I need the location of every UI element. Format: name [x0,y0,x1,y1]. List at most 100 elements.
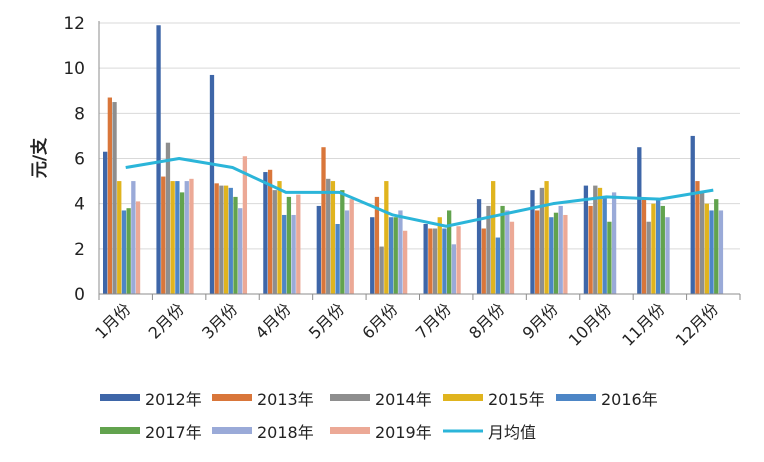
bar-2014年-10月份 [593,185,598,294]
bar-2019年-8月份 [509,221,515,294]
watermark: 知乎 @勤劳的小蜜蜂 [572,422,712,440]
x-tick-label: 7月份 [412,299,455,342]
bar-2018年-7月份 [451,244,456,294]
x-tick-label: 12月份 [672,299,722,349]
legend-swatch [212,394,252,401]
legend: 2012年 2013年 2014年 2015年 2016年 2017年 2018年 2019年… [100,390,658,442]
bar-2016年-6月份 [388,217,394,294]
y-tick-label: 8 [74,104,85,124]
x-tick-label: 1月份 [91,299,134,342]
bar-2013年-1月份 [107,97,112,295]
bar-2016年-1月份 [121,210,127,294]
bar-2018年-5月份 [344,210,350,294]
bar-2014年-11月份 [646,221,651,294]
legend-swatch [443,394,483,401]
bar-2015年-11月份 [651,203,656,294]
legend-swatch [212,427,252,434]
x-tick-label: 6月份 [358,299,401,342]
y-tick-label: 4 [74,195,85,215]
bar-2013年-5月份 [321,147,326,294]
x-tick-label: 10月份 [565,299,615,349]
average-line-path [125,157,714,228]
legend-label: 2018年 [257,423,314,442]
bar-2013年-11月份 [641,199,647,294]
bar-2018年-8月份 [505,210,510,294]
bar-2017年-7月份 [447,210,452,294]
y-tick-label: 12 [63,14,85,34]
bar-2015年-10月份 [597,187,603,294]
legend-label: 2017年 [145,423,202,442]
bar-2015年-2月份 [170,181,175,294]
bar-2016年-3月份 [228,187,233,294]
bar-2012年-9月份 [530,190,535,294]
x-tick-label: 11月份 [618,299,668,349]
bar-2017年-6月份 [393,217,398,294]
bar-2012年-8月份 [476,199,482,294]
bar-2019年-6月份 [402,230,408,294]
bar-2017年-1月份 [126,208,131,294]
x-tick-label: 5月份 [305,299,348,342]
bar-2016年-12月份 [709,210,714,294]
bar-2013年-2月份 [161,176,166,294]
bar-2012年-10月份 [583,185,589,294]
x-tick-label: 9月份 [519,299,562,342]
y-tick-label: 6 [74,150,85,170]
bar-2017年-5月份 [340,190,345,294]
bar-2017年-12月份 [714,199,719,294]
y-axis-title: 元/支 [29,137,50,178]
bar-2018年-6月份 [398,210,403,294]
bar-2015年-4月份 [277,181,282,294]
bar-2017年-10月份 [607,221,612,294]
bar-2016年-2月份 [175,181,180,294]
legend-swatch [330,427,370,434]
bar-2016年-11月份 [655,199,661,294]
bar-2013年-10月份 [588,205,593,294]
bar-2012年-12月份 [690,135,695,294]
bar-2014年-2月份 [165,142,171,294]
bar-2017年-9月份 [553,212,559,294]
x-tick-label: 8月份 [465,299,508,342]
y-tick-label: 0 [74,285,85,305]
bar-2015年-3月份 [223,185,229,294]
bar-2014年-3月份 [219,185,224,294]
bar-2014年-9月份 [539,187,545,294]
x-tick-label: 3月份 [198,299,241,342]
bar-2014年-8月份 [486,205,491,294]
bar-2019年-5月份 [349,199,354,294]
legend-swatch [330,394,370,401]
bars [103,25,724,295]
y-tick-label: 2 [74,240,85,260]
bar-2014年-5月份 [326,178,331,294]
bar-2013年-3月份 [214,183,219,294]
bar-2012年-3月份 [209,74,215,294]
bar-2015年-9月份 [544,181,549,294]
bar-2018年-11月份 [665,217,670,294]
bar-2013年-9月份 [535,210,540,294]
bar-2015年-1月份 [117,181,122,294]
bar-2018年-1月份 [131,181,136,294]
bar-2015年-7月份 [437,217,442,294]
legend-label: 2013年 [257,390,314,409]
gridlines [99,22,740,250]
bar-2018年-12月份 [718,210,724,294]
bar-2019年-2月份 [189,178,194,294]
bar-2016年-4月份 [282,214,287,294]
bar-2012年-2月份 [156,25,161,295]
legend-swatch [100,427,140,434]
legend-label: 2014年 [375,390,432,409]
bar-2014年-7月份 [432,228,438,294]
legend-label: 2016年 [601,390,658,409]
legend-label: 2012年 [145,390,202,409]
bar-2018年-9月份 [558,205,563,294]
bar-2014年-1月份 [112,102,117,295]
bar-2016年-9月份 [549,217,554,294]
bar-2013年-8月份 [481,228,486,294]
legend-label: 月均值 [488,423,536,442]
x-tick-label: 4月份 [252,299,295,342]
bar-2015年-12月份 [704,203,709,294]
bar-2015年-5月份 [330,181,336,294]
bar-2017年-2月份 [179,192,185,294]
bar-2013年-12月份 [695,181,700,294]
bar-2018年-4月份 [291,214,296,294]
bar-2018年-3月份 [238,208,243,294]
